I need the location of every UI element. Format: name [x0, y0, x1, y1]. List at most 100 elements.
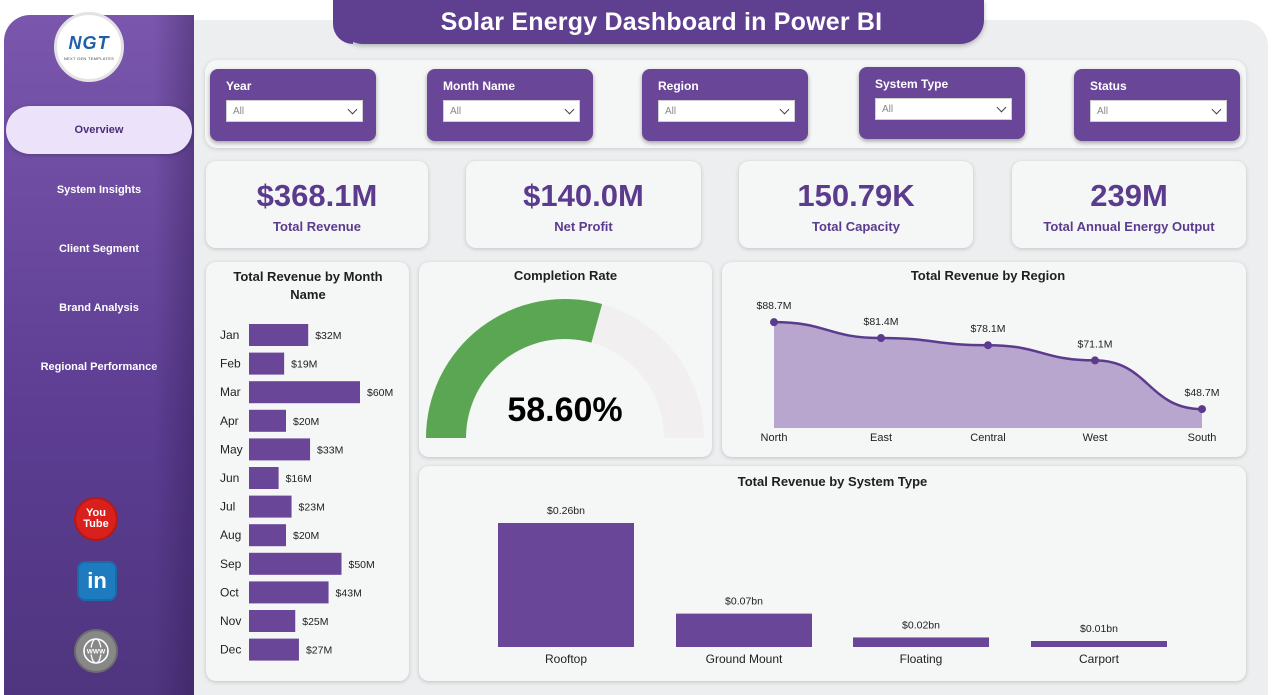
kpi-net-profit: $140.0M Net Profit	[466, 161, 701, 248]
month-data-label: $27M	[306, 645, 332, 657]
month-bar	[249, 552, 342, 575]
system-type-tick-label: Ground Mount	[706, 652, 783, 666]
month-tick-label: Aug	[220, 528, 241, 542]
gauge-fill	[426, 299, 603, 438]
region-tick-label: Central	[970, 432, 1005, 444]
month-data-label: $23M	[299, 502, 325, 514]
system-type-data-label: $0.01bn	[1080, 623, 1118, 635]
dropdown-value: All	[665, 105, 677, 117]
month-data-label: $25M	[302, 616, 328, 628]
system-type-dropdown[interactable]: All	[875, 98, 1012, 120]
month-tick-label: Jan	[220, 328, 239, 342]
region-point	[877, 334, 885, 343]
month-data-label: $33M	[317, 444, 343, 456]
region-tick-label: South	[1188, 432, 1217, 444]
chevron-down-icon	[347, 104, 358, 114]
linkedin-icon[interactable]: in	[79, 563, 115, 599]
region-point	[984, 341, 992, 350]
kpi-label: Total Capacity	[812, 219, 900, 234]
dropdown-value: All	[450, 105, 462, 117]
globe-icon[interactable]: WWW	[76, 631, 116, 671]
month-tick-label: Jul	[220, 500, 235, 514]
kpi-total-revenue: $368.1M Total Revenue	[206, 161, 428, 248]
region-tick-label: West	[1083, 432, 1108, 444]
dropdown-value: All	[882, 103, 894, 115]
logo: NGT NEXT GEN TEMPLATES	[54, 12, 124, 82]
month-data-label: $50M	[349, 559, 375, 571]
chevron-down-icon	[1211, 104, 1222, 114]
region-dropdown[interactable]: All	[658, 100, 795, 122]
nav-overview[interactable]: Overview	[6, 106, 192, 154]
kpi-label: Total Annual Energy Output	[1043, 219, 1215, 234]
logo-subtitle: NEXT GEN TEMPLATES	[63, 56, 115, 61]
system-type-data-label: $0.07bn	[725, 596, 763, 608]
month-bar	[249, 352, 285, 375]
region-point	[770, 318, 778, 327]
month-bar	[249, 409, 286, 432]
sidebar: NGT NEXT GEN TEMPLATES Overview System I…	[4, 12, 194, 695]
linkedin-text: in	[87, 568, 107, 593]
region-area-chart: $88.7M North $81.4M East $78.1M Central $71.1M…	[756, 300, 1219, 444]
kpi-value: $140.0M	[523, 178, 644, 213]
status-dropdown[interactable]: All	[1090, 100, 1227, 122]
month-data-label: $20M	[293, 530, 319, 542]
month-tick-label: Mar	[220, 385, 241, 399]
kpi-value: 150.79K	[797, 178, 915, 213]
month-bar	[249, 524, 286, 547]
month-tick-label: Dec	[220, 643, 241, 657]
month-bar	[249, 610, 296, 632]
slicer-label: System Type	[875, 77, 949, 91]
nav-system-insights[interactable]: System Insights	[4, 166, 194, 214]
chevron-down-icon	[996, 102, 1007, 112]
kpi-value: $368.1M	[256, 178, 378, 213]
nav-brand-analysis[interactable]: Brand Analysis	[4, 284, 194, 332]
month-data-label: $20M	[293, 416, 319, 428]
region-tick-label: East	[870, 432, 892, 444]
system-type-bar	[853, 637, 989, 647]
nav-label: Overview	[74, 124, 124, 136]
chart-title: Total Revenue by Month Name	[233, 269, 383, 302]
nav-label: System Insights	[56, 184, 142, 196]
system-type-data-label: $0.26bn	[547, 505, 585, 517]
gauge-card: Completion Rate 58.60%	[419, 262, 712, 457]
month-tick-label: Apr	[220, 414, 239, 428]
kpi-label: Net Profit	[554, 219, 613, 234]
month-bar	[249, 381, 360, 404]
region-point	[1198, 405, 1206, 414]
dropdown-value: All	[233, 105, 245, 117]
year-dropdown[interactable]: All	[226, 100, 363, 122]
nav-regional-performance[interactable]: Regional Performance	[4, 343, 194, 391]
system-type-tick-label: Carport	[1079, 652, 1120, 666]
title-banner: Solar Energy Dashboard in Power BI	[333, 0, 984, 44]
completion-gauge: 58.60%	[426, 299, 704, 438]
month-bar	[249, 324, 309, 346]
system-type-bar-chart: $0.26bn Rooftop $0.07bn Ground Mount $0.02bn…	[498, 505, 1167, 666]
chevron-down-icon	[564, 104, 575, 114]
slicer-label: Status	[1090, 79, 1127, 93]
month-tick-label: May	[220, 442, 243, 456]
system-type-bar	[676, 613, 812, 647]
month-data-label: $43M	[336, 587, 362, 599]
region-data-label: $81.4M	[863, 316, 898, 328]
slicer-month-name: Month Name All	[427, 69, 593, 141]
logo-mark: NGT	[68, 33, 110, 53]
nav-label: Client Segment	[58, 243, 140, 255]
slicer-region: Region All	[642, 69, 808, 141]
month-bar-chart: Jan $32M Feb $19M Mar $60M Apr $20M May $33M Jun $1…	[220, 324, 393, 661]
dropdown-value: All	[1097, 105, 1109, 117]
system-type-bar	[498, 523, 634, 647]
kpi-total-annual-energy-output: 239M Total Annual Energy Output	[1012, 161, 1246, 248]
month-data-label: $16M	[286, 473, 312, 485]
month-bar	[249, 438, 311, 461]
nav-client-segment[interactable]: Client Segment	[4, 225, 194, 273]
region-point	[1091, 356, 1099, 365]
youtube-text: You Tube	[83, 507, 109, 530]
month-chart-card: Total Revenue by Month Name Jan $32M Feb $1…	[206, 262, 409, 681]
youtube-icon[interactable]: You Tube	[76, 499, 116, 539]
web-text: WWW	[87, 649, 106, 656]
month-tick-label: Oct	[220, 585, 239, 599]
system-type-tick-label: Floating	[900, 652, 943, 666]
month-dropdown[interactable]: All	[443, 100, 580, 122]
region-data-label: $88.7M	[756, 300, 791, 312]
